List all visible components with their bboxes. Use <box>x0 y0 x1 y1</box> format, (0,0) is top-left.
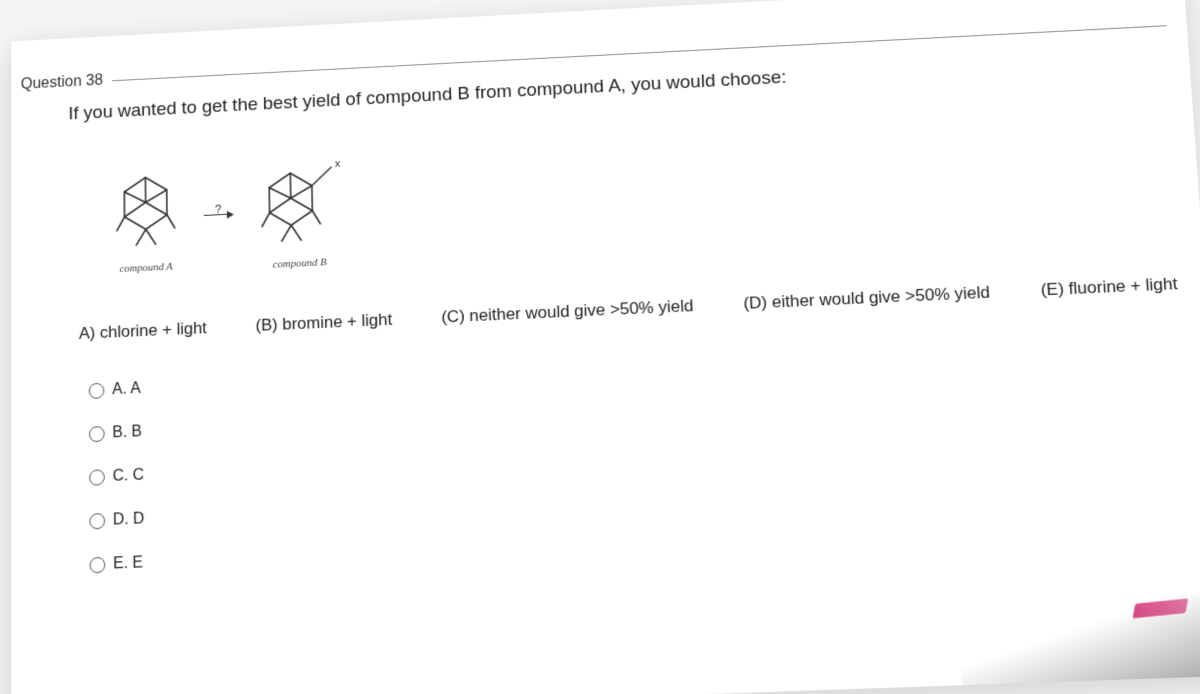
option-e-text: (E) fluorine + light <box>1040 274 1178 300</box>
compound-b-caption: compound B <box>273 256 327 270</box>
option-b-text: (B) bromine + light <box>255 310 392 336</box>
radio-icon[interactable] <box>89 426 105 442</box>
option-d-text: (D) either would give >50% yield <box>743 283 991 314</box>
answer-choice-b[interactable]: B. B <box>89 423 144 443</box>
highlighter-mark <box>1133 598 1189 618</box>
answer-choice-e[interactable]: E. E <box>90 554 145 574</box>
answer-choice-d[interactable]: D. D <box>89 510 144 530</box>
radio-icon[interactable] <box>90 557 106 574</box>
radio-icon[interactable] <box>89 513 105 530</box>
inline-options: A) chlorine + light (B) bromine + light … <box>79 274 1175 343</box>
compound-a: compound A <box>107 168 185 276</box>
answer-choice-a[interactable]: A. A <box>89 380 144 400</box>
answer-choices: A. A B. B C. C D. D E. E <box>89 380 145 574</box>
reaction-arrow: ? <box>204 202 233 216</box>
answer-choice-c[interactable]: C. C <box>89 467 144 487</box>
radio-icon[interactable] <box>89 383 105 399</box>
compound-a-caption: compound A <box>119 261 172 275</box>
adamantane-a-icon <box>107 168 185 258</box>
option-a-text: A) chlorine + light <box>79 319 207 344</box>
compound-diagram: compound A ? <box>107 157 347 278</box>
x-substituent-label: x <box>335 158 341 170</box>
answer-c-label: C. C <box>113 467 144 486</box>
answer-e-label: E. E <box>113 554 143 573</box>
adamantane-b-icon: x <box>251 157 346 254</box>
radio-icon[interactable] <box>89 469 105 485</box>
answer-d-label: D. D <box>113 510 145 529</box>
option-c-text: (C) neither would give >50% yield <box>441 296 694 327</box>
question-number: Question 38 <box>21 72 113 94</box>
answer-a-label: A. A <box>112 380 141 399</box>
answer-b-label: B. B <box>112 423 142 442</box>
compound-b: x compound B <box>251 157 346 272</box>
exam-page: Question 38 If you wanted to get the bes… <box>11 0 1200 694</box>
